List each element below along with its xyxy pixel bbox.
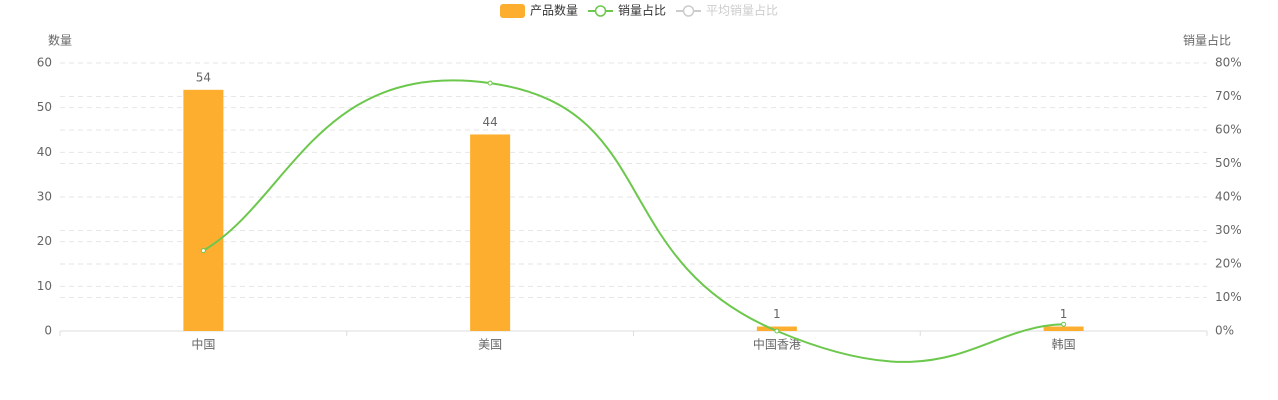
y2-axis-name: 销量占比: [1183, 33, 1231, 48]
x-tick-label: 韩国: [1052, 337, 1076, 352]
line-point: [1061, 321, 1067, 327]
bar: [470, 134, 511, 331]
y2-tick-label: 60%: [1215, 123, 1242, 137]
y-tick-label: 50: [37, 100, 52, 114]
legend-label[interactable]: 销量占比: [618, 3, 666, 18]
y-axis-name: 数量: [48, 33, 72, 48]
bar: [183, 89, 224, 331]
x-tick-label: 中国香港: [753, 337, 801, 352]
x-tick-label: 中国: [191, 337, 215, 352]
legend-swatch: [500, 4, 525, 18]
y-tick-label: 20: [37, 234, 52, 248]
bar-value-label: 44: [482, 115, 497, 129]
y2-tick-label: 70%: [1215, 89, 1242, 103]
bar-value-label: 1: [1060, 307, 1068, 321]
y2-tick-label: 20%: [1215, 257, 1242, 271]
legend-swatch: [682, 5, 695, 17]
line: [202, 79, 1064, 363]
legend-swatch: [594, 5, 607, 17]
bar-value-label: 1: [773, 307, 781, 321]
y-tick-label: 0: [44, 324, 52, 338]
y2-tick-label: 10%: [1215, 290, 1242, 304]
y2-tick-label: 80%: [1215, 56, 1242, 70]
y2-tick-label: 50%: [1215, 156, 1242, 170]
x-tick-label: 美国: [478, 338, 502, 352]
y-tick-label: 60: [37, 56, 52, 70]
y2-tick-label: 0%: [1215, 324, 1234, 338]
y-tick-label: 10: [37, 279, 52, 293]
bar-value-label: 54: [196, 70, 211, 84]
legend-label[interactable]: 平均销量占比: [706, 3, 778, 18]
y-tick-label: 30: [37, 190, 52, 204]
y2-tick-label: 30%: [1215, 223, 1242, 237]
bar: [1043, 326, 1084, 331]
line-point: [487, 80, 493, 86]
y-tick-label: 40: [37, 145, 52, 159]
line-point: [200, 248, 206, 254]
y2-tick-label: 40%: [1215, 190, 1242, 204]
legend-label[interactable]: 产品数量: [530, 3, 578, 18]
line-point: [774, 328, 780, 334]
